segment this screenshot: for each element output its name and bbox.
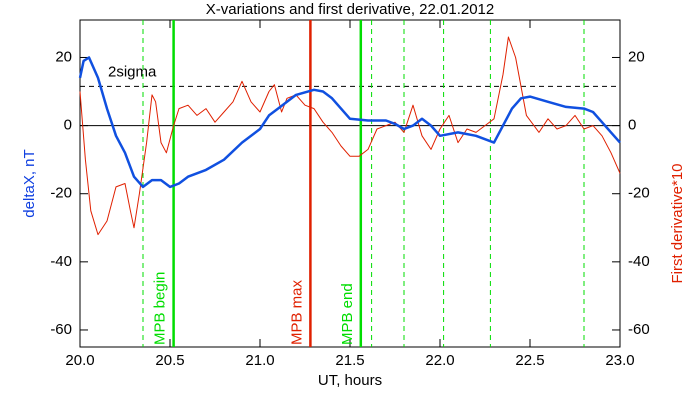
y-tick-label: -40 (50, 253, 72, 270)
data-line (79, 36, 621, 236)
y-tick-label: -20 (50, 185, 72, 202)
y-axis-label: deltaX, nT (21, 149, 38, 217)
x-tick-label: 21.0 (245, 352, 274, 369)
y2-tick-label: 0 (628, 117, 636, 134)
y2-tick-label: -20 (628, 185, 650, 202)
marker-label: MPB begin (152, 272, 169, 345)
y2-tick-label: 20 (628, 48, 645, 65)
x-axis-label: UT, hours (318, 372, 382, 389)
y2-axis-label: First derivative*10 (669, 163, 686, 283)
y-tick-label: 20 (55, 48, 72, 65)
y2-tick-label: -40 (628, 253, 650, 270)
y-tick-label: -60 (50, 321, 72, 338)
y-tick-label: 0 (64, 117, 72, 134)
x-tick-label: 22.0 (425, 352, 454, 369)
data-line (78, 56, 621, 189)
x-tick-label: 20.0 (65, 352, 94, 369)
reference-label: 2sigma (108, 63, 157, 80)
x-tick-label: 23.0 (605, 352, 634, 369)
marker-label: MPB max (288, 279, 305, 345)
x-tick-label: 21.5 (335, 352, 364, 369)
x-tick-label: 20.5 (155, 352, 184, 369)
chart-title: X-variations and first derivative, 22.01… (206, 1, 495, 18)
y2-tick-label: -60 (628, 321, 650, 338)
marker-label: MPB end (339, 283, 356, 345)
x-tick-label: 22.5 (515, 352, 544, 369)
